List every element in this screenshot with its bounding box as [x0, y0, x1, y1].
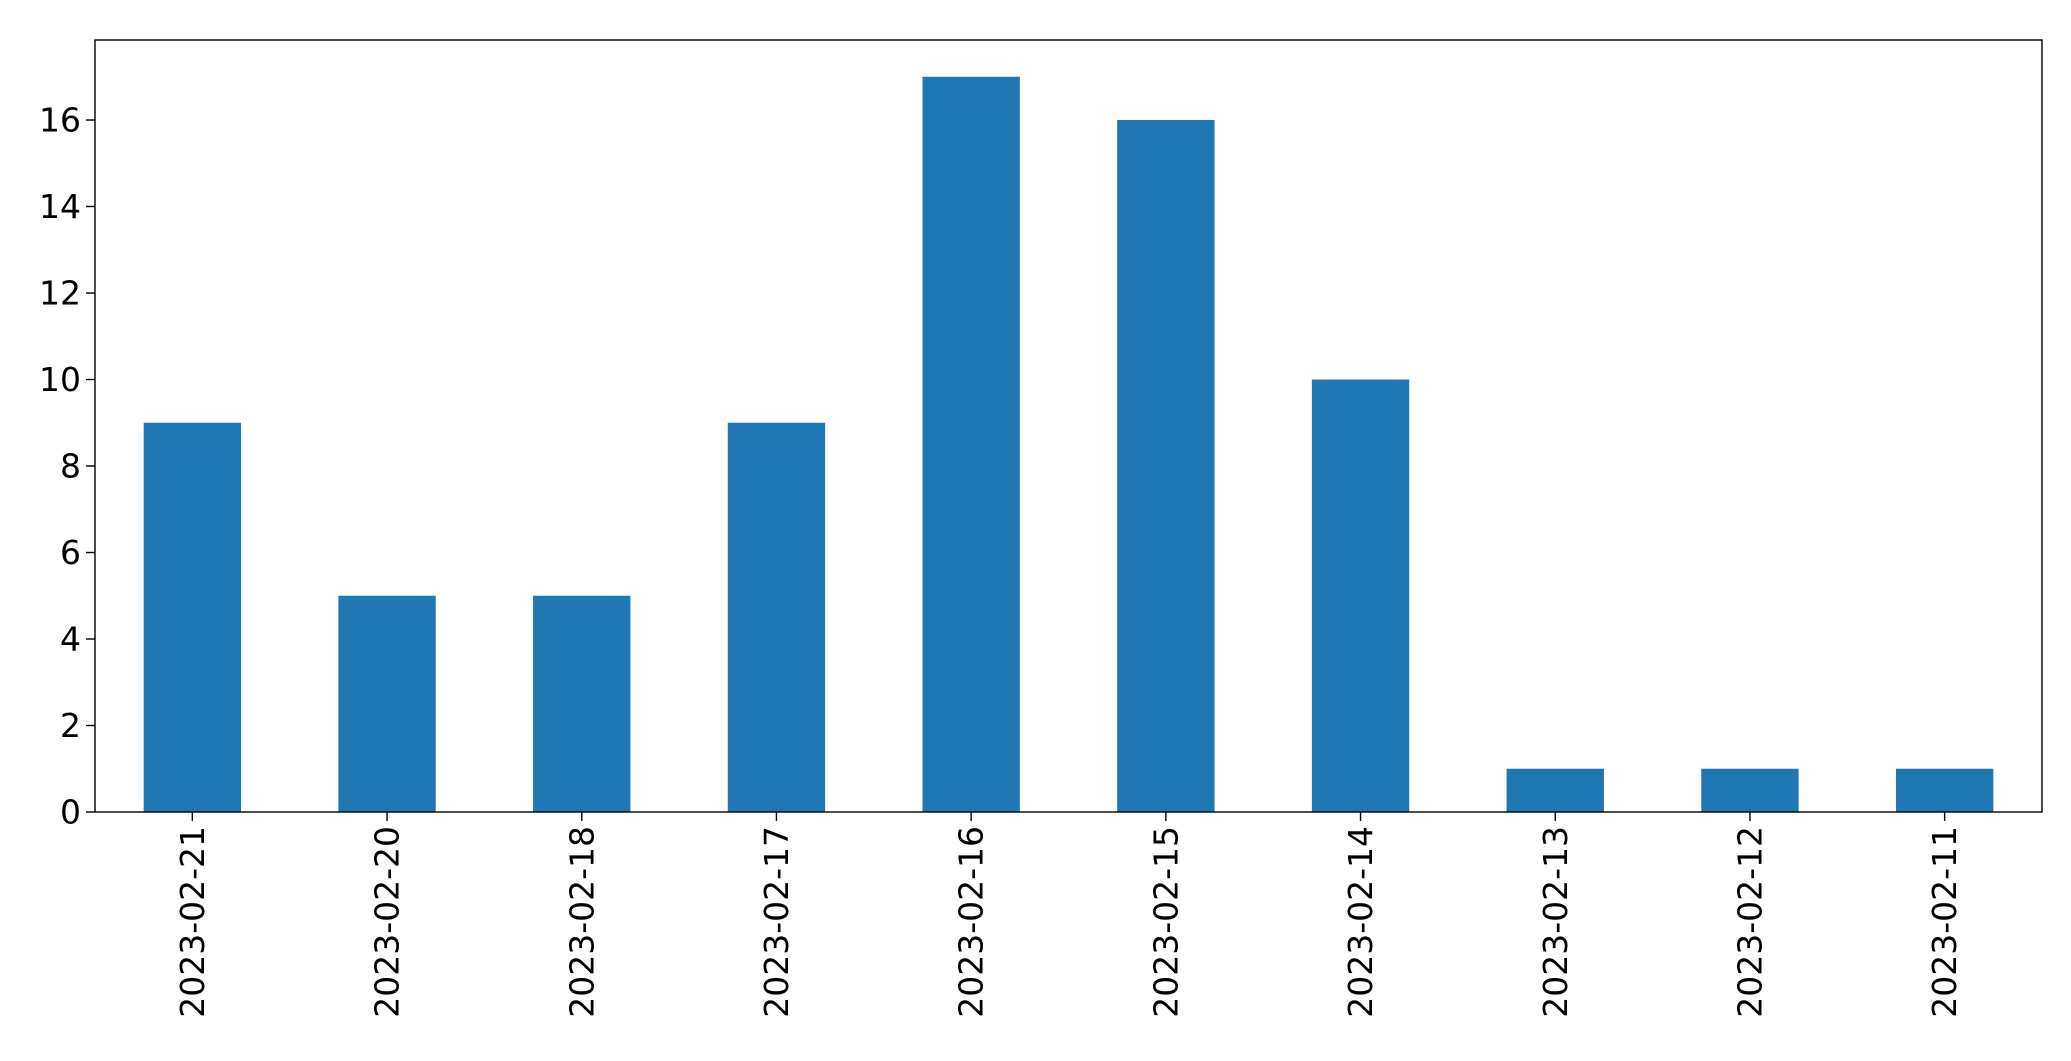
x-tick-label: 2023-02-20	[368, 826, 407, 1018]
bar-2023-02-15	[1117, 120, 1215, 812]
y-tick-label: 14	[39, 187, 81, 226]
y-tick-label: 4	[60, 620, 81, 659]
bars-group	[143, 76, 1994, 812]
bar-2023-02-17	[727, 422, 826, 812]
y-axis: 0 2 4 6 8 10 12 14 16	[39, 101, 95, 832]
y-tick-label: 12	[39, 274, 81, 313]
bar-2023-02-12	[1701, 768, 1799, 812]
x-tick-label: 2023-02-13	[1536, 826, 1575, 1018]
y-tick-label: 8	[60, 447, 81, 486]
bar-2023-02-16	[922, 76, 1020, 812]
y-tick-label: 0	[60, 793, 81, 832]
bar-2023-02-14	[1311, 379, 1410, 812]
x-tick-label: 2023-02-16	[952, 826, 991, 1018]
x-tick-label: 2023-02-18	[562, 826, 601, 1018]
bar-2023-02-18	[533, 595, 631, 812]
x-tick-label: 2023-02-21	[173, 826, 212, 1018]
y-tick-label: 2	[60, 706, 81, 745]
x-tick-label: 2023-02-15	[1146, 826, 1185, 1018]
bar-2023-02-20	[338, 595, 436, 812]
x-axis: 2023-02-21 2023-02-20 2023-02-18 2023-02-17…	[173, 812, 1964, 1018]
bar-2023-02-21	[143, 422, 242, 812]
y-tick-label: 6	[60, 533, 81, 572]
bar-2023-02-11	[1895, 768, 1994, 812]
bar-2023-02-13	[1506, 768, 1604, 812]
x-tick-label: 2023-02-17	[757, 826, 796, 1018]
x-tick-label: 2023-02-14	[1341, 826, 1380, 1018]
y-tick-label: 16	[39, 101, 81, 140]
plot-frame	[94, 39, 2043, 813]
x-tick-label: 2023-02-11	[1925, 826, 1964, 1018]
x-tick-label: 2023-02-12	[1730, 826, 1769, 1018]
y-tick-label: 10	[39, 360, 81, 399]
